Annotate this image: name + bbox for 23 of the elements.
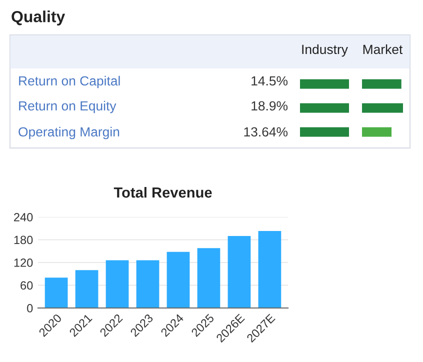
bar <box>166 252 190 308</box>
y-tick-label: 120 <box>14 258 33 267</box>
chart-title: Market <box>363 44 403 54</box>
bar <box>197 248 220 308</box>
text: 18.9% <box>252 101 288 111</box>
chart-title: Industry <box>302 44 348 57</box>
text: Return on Equity <box>19 100 116 114</box>
bar <box>258 231 282 308</box>
text: Quality <box>12 10 66 26</box>
bar <box>136 260 160 308</box>
bar <box>75 270 98 308</box>
text: Operating Margin <box>18 126 120 140</box>
text: Return on Capital <box>19 76 120 88</box>
y-tick-label: 180 <box>14 236 33 244</box>
y-tick-label: 60 <box>20 281 33 290</box>
bar <box>228 236 251 308</box>
y-tick-label: 0 <box>27 304 33 312</box>
chart-title: Total Revenue <box>114 186 212 198</box>
bar <box>44 278 68 308</box>
text: 14.5% <box>252 76 288 86</box>
y-tick-label: 240 <box>14 213 33 222</box>
text: 13.64% <box>244 127 288 137</box>
bar <box>106 260 129 308</box>
